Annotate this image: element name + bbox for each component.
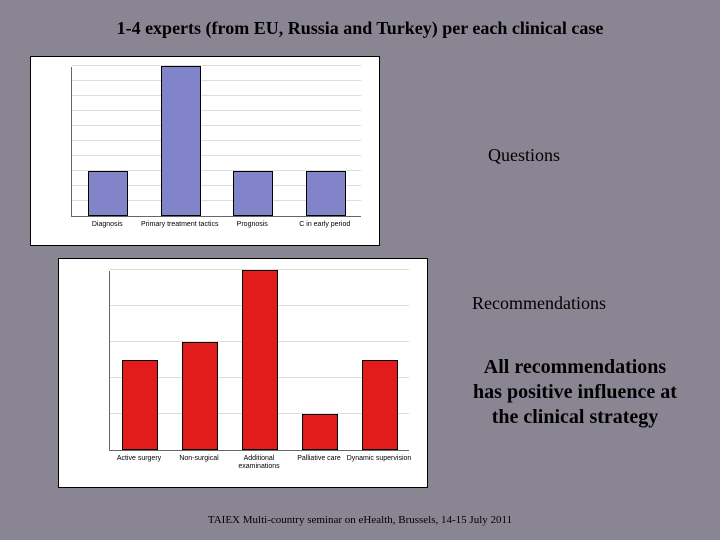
- bar: [302, 414, 338, 450]
- bar: [362, 360, 398, 450]
- grid-line: [72, 110, 361, 111]
- x-axis-label: Active surgery: [105, 455, 173, 463]
- grid-line: [72, 125, 361, 126]
- bar: [233, 171, 273, 216]
- grid-line: [72, 65, 361, 66]
- x-axis-label: Palliative care: [285, 455, 353, 463]
- x-axis-label: Non-surgical: [165, 455, 233, 463]
- grid-line: [72, 95, 361, 96]
- chart-questions-plot: [71, 67, 361, 217]
- footer-text: TAIEX Multi-country seminar on eHealth, …: [0, 514, 720, 526]
- x-axis-label: C in early period: [285, 221, 366, 229]
- positive-influence-line: the clinical strategy: [440, 405, 710, 430]
- positive-influence-line: has positive influence at: [440, 380, 710, 405]
- slide-title: 1-4 experts (from EU, Russia and Turkey)…: [0, 18, 720, 39]
- bar: [242, 270, 278, 450]
- x-axis-label: Prognosis: [212, 221, 293, 229]
- positive-influence-line: All recommendations: [440, 355, 710, 380]
- grid-line: [72, 80, 361, 81]
- bar: [122, 360, 158, 450]
- slide-root: 1-4 experts (from EU, Russia and Turkey)…: [0, 0, 720, 540]
- bar: [182, 342, 218, 450]
- label-recommendations: Recommendations: [472, 293, 606, 314]
- positive-influence-text: All recommendationshas positive influenc…: [440, 355, 710, 430]
- grid-line: [72, 155, 361, 156]
- chart-recommendations: Active surgeryNon-surgicalAdditional exa…: [58, 258, 428, 488]
- x-axis-label: Diagnosis: [67, 221, 148, 229]
- bar: [161, 66, 201, 216]
- chart-questions: DiagnosisPrimary treatment tacticsProgno…: [30, 56, 380, 246]
- bar: [306, 171, 346, 216]
- chart-recommendations-plot: [109, 271, 409, 451]
- bar: [88, 171, 128, 216]
- x-axis-label: Additional examinations: [225, 455, 293, 470]
- label-questions: Questions: [488, 145, 560, 166]
- x-axis-label: Primary treatment tactics: [140, 221, 221, 229]
- grid-line: [72, 140, 361, 141]
- x-axis-label: Dynamic supervision: [345, 455, 413, 463]
